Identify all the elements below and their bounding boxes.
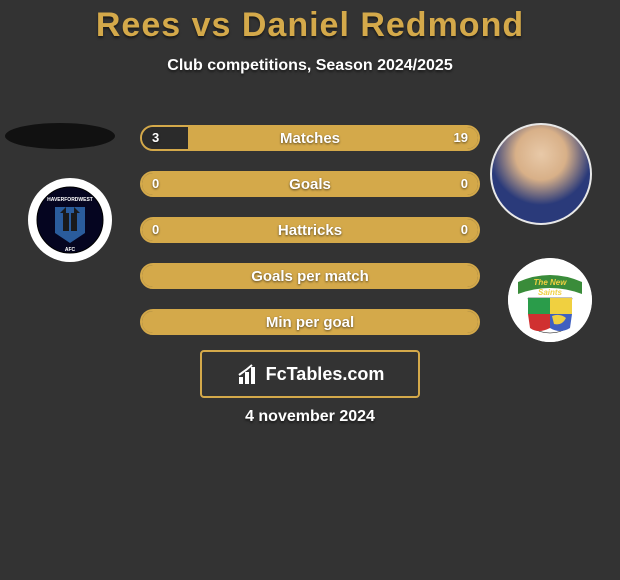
stat-row-goals: 0 Goals 0 xyxy=(140,171,480,197)
chart-icon xyxy=(236,361,262,387)
stat-left-value: 0 xyxy=(152,222,159,237)
stat-fill-left xyxy=(142,127,188,149)
date-label: 4 november 2024 xyxy=(0,408,620,426)
stat-label: Goals per match xyxy=(251,268,369,285)
stat-left-value: 3 xyxy=(152,130,159,145)
watermark: FcTables.com xyxy=(200,350,420,398)
stat-row-goals-per-match: Goals per match xyxy=(140,263,480,289)
stat-right-value: 0 xyxy=(461,222,468,237)
stat-label: Matches xyxy=(280,130,340,147)
page-title: Rees vs Daniel Redmond xyxy=(0,0,620,45)
stat-row-min-per-goal: Min per goal xyxy=(140,309,480,335)
stat-right-value: 0 xyxy=(461,176,468,191)
player-right-avatar xyxy=(490,123,592,225)
watermark-text: FcTables.com xyxy=(266,364,385,385)
stat-row-hattricks: 0 Hattricks 0 xyxy=(140,217,480,243)
svg-text:HAVERFORDWEST: HAVERFORDWEST xyxy=(47,197,93,203)
stat-fill-right xyxy=(310,173,478,195)
stat-label: Hattricks xyxy=(278,222,342,239)
stat-label: Goals xyxy=(289,176,331,193)
stats-container: 3 Matches 19 0 Goals 0 0 Hattricks 0 Goa… xyxy=(140,125,480,355)
svg-text:Saints: Saints xyxy=(538,288,563,297)
stat-label: Min per goal xyxy=(266,314,354,331)
stat-right-value: 19 xyxy=(454,130,468,145)
club-left-icon: HAVERFORDWEST AFC xyxy=(35,185,105,255)
stat-left-value: 0 xyxy=(152,176,159,191)
page-subtitle: Club competitions, Season 2024/2025 xyxy=(0,57,620,75)
stat-row-matches: 3 Matches 19 xyxy=(140,125,480,151)
club-right-icon: The New Saints xyxy=(508,258,592,342)
svg-text:The New: The New xyxy=(534,278,568,287)
player-left-avatar xyxy=(5,123,115,149)
stat-fill-left xyxy=(142,173,310,195)
club-right-badge: The New Saints xyxy=(508,258,592,342)
svg-text:AFC: AFC xyxy=(65,247,76,253)
club-left-badge: HAVERFORDWEST AFC xyxy=(28,178,112,262)
